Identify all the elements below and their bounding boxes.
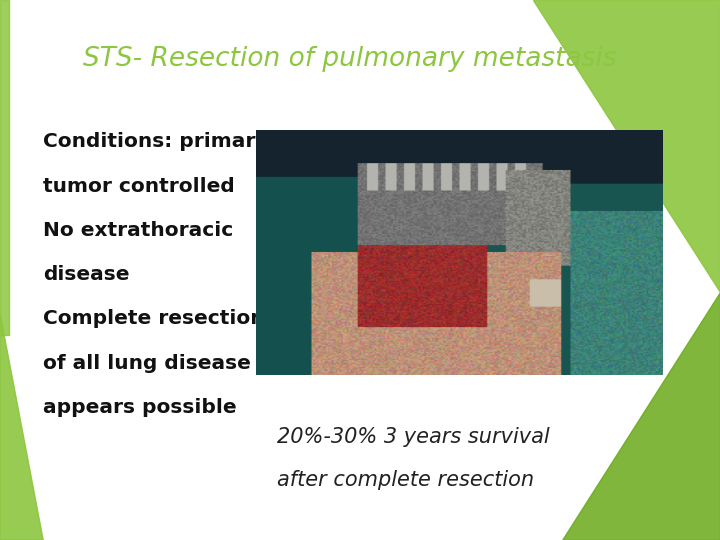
Bar <box>0 0 9 335</box>
Polygon shape <box>533 0 720 292</box>
Text: appears possible: appears possible <box>43 398 237 417</box>
Text: of all lung disease: of all lung disease <box>43 354 251 373</box>
Text: tumor controlled: tumor controlled <box>43 177 235 195</box>
Text: No extrathoracic: No extrathoracic <box>43 221 233 240</box>
Text: Conditions: primary: Conditions: primary <box>43 132 269 151</box>
Text: after complete resection: after complete resection <box>277 470 534 490</box>
Polygon shape <box>562 292 720 540</box>
Text: Complete resection: Complete resection <box>43 309 265 328</box>
Text: 20%-30% 3 years survival: 20%-30% 3 years survival <box>277 427 550 447</box>
Polygon shape <box>0 313 43 540</box>
Text: STS- Resection of pulmonary metastasis: STS- Resection of pulmonary metastasis <box>83 46 616 72</box>
Text: disease: disease <box>43 265 130 284</box>
